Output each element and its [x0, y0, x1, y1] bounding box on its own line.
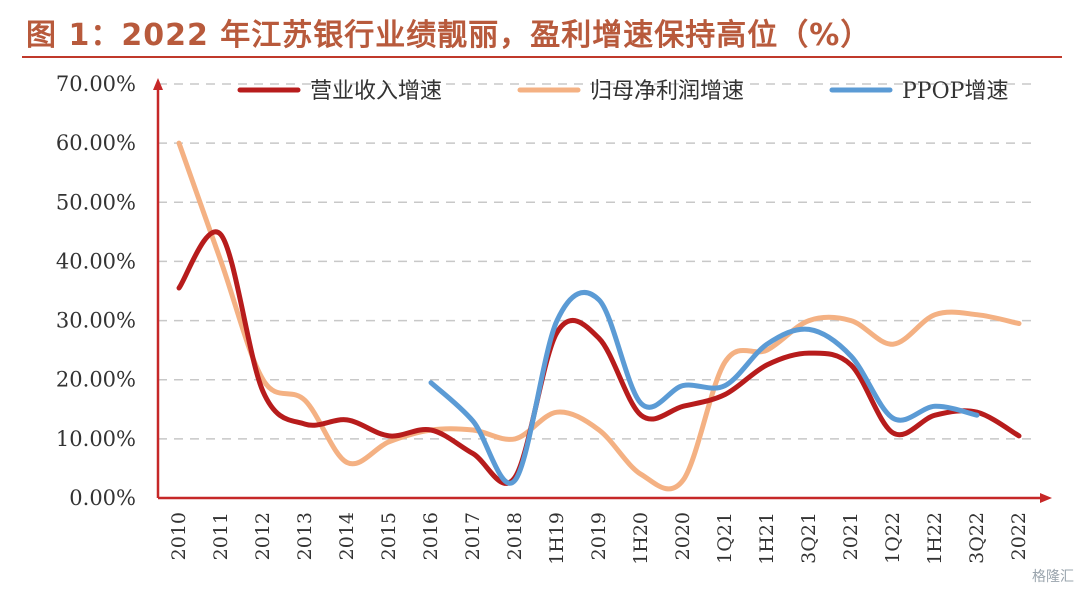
title-underline — [22, 56, 1062, 58]
x-axis-ticks: 2010 2011 2012 2013 2014 2015 2016 2017 2018 1H19… — [168, 512, 1030, 565]
y-tick-label: 0.00% — [69, 486, 136, 510]
x-tick-label: 2020 — [672, 512, 694, 560]
legend: 营业收入增速 归母净利润增速 PPOP增速 — [237, 79, 1008, 104]
x-tick-label: 1Q21 — [714, 512, 736, 564]
y-tick-label: 70.00% — [56, 72, 136, 96]
figure-title: 图 1：2022 年江苏银行业绩靓丽，盈利增速保持高位（%） — [26, 18, 872, 53]
x-tick-label: 1H22 — [924, 512, 946, 565]
x-tick-label: 2013 — [294, 512, 316, 560]
y-tick-label: 50.00% — [56, 190, 136, 214]
x-tick-label: 1H21 — [756, 512, 778, 565]
x-tick-label: 2021 — [840, 512, 862, 560]
y-tick-label: 20.00% — [56, 368, 136, 392]
x-tick-label: 2019 — [588, 512, 610, 560]
x-tick-label: 2017 — [462, 512, 484, 560]
x-tick-label: 3Q22 — [966, 512, 988, 564]
x-tick-label: 2014 — [336, 512, 358, 560]
x-tick-label: 2018 — [504, 512, 526, 560]
x-tick-label: 2010 — [168, 512, 190, 560]
x-tick-label: 2011 — [210, 512, 232, 560]
y-axis-ticks: 0.00% 10.00% 20.00% 30.00% 40.00% 50.00% 60.00… — [56, 72, 136, 510]
line-chart: 0.00% 10.00% 20.00% 30.00% 40.00% 50.00% 60.00… — [56, 72, 1052, 565]
x-tick-label: 2015 — [378, 512, 400, 560]
x-tick-label: 1H20 — [630, 512, 652, 565]
series-line-2 — [428, 289, 980, 486]
x-tick-label: 2022 — [1008, 512, 1030, 560]
axes — [153, 78, 1052, 503]
figure-header: 图 1：2022 年江苏银行业绩靓丽，盈利增速保持高位（%） — [0, 0, 1080, 62]
y-tick-label: 10.00% — [56, 427, 136, 451]
legend-label: PPOP增速 — [902, 79, 1008, 104]
series-line-1 — [176, 140, 1022, 492]
y-tick-label: 60.00% — [56, 131, 136, 155]
x-tick-label: 2012 — [252, 512, 274, 560]
chart-area: 0.00% 10.00% 20.00% 30.00% 40.00% 50.00% 60.00… — [0, 62, 1080, 590]
x-tick-label: 3Q21 — [798, 512, 820, 564]
gridlines — [158, 83, 1032, 440]
y-tick-label: 30.00% — [56, 309, 136, 333]
y-tick-label: 40.00% — [56, 249, 136, 273]
x-tick-label: 1H19 — [546, 512, 568, 565]
series-lines — [176, 140, 1022, 492]
watermark-text: 格隆汇 — [1032, 569, 1074, 585]
legend-label: 营业收入增速 — [310, 79, 442, 104]
x-tick-label: 2016 — [420, 512, 442, 560]
series-line-0 — [176, 229, 1022, 486]
x-tick-label: 1Q22 — [882, 512, 904, 564]
legend-label: 归母净利润增速 — [590, 79, 744, 104]
